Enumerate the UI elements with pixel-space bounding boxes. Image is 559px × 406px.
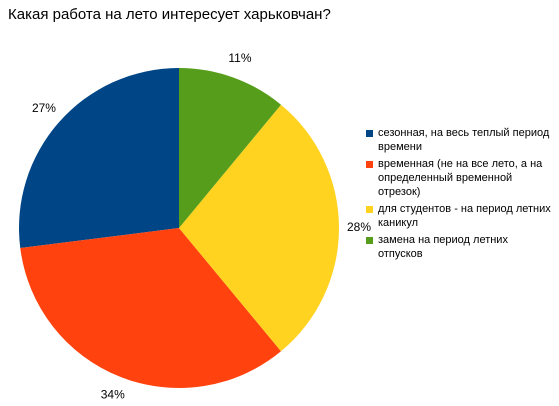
legend-label: временная (не на все лето, а на определе…	[378, 158, 543, 198]
data-label: 27%	[32, 101, 56, 115]
legend-label: замена на период летних отпусков	[378, 234, 508, 260]
legend-item: для студентов - на период летних каникул	[366, 202, 554, 230]
pie-slice	[20, 228, 281, 388]
legend-swatch	[366, 206, 373, 213]
chart-title: Какая работа на лето интересует харьковч…	[8, 6, 331, 23]
legend-item: сезонная, на весь теплый период времени	[366, 126, 554, 154]
legend: сезонная, на весь теплый период времени в…	[366, 126, 554, 264]
data-label: 11%	[228, 51, 251, 65]
legend-swatch	[366, 130, 373, 137]
legend-swatch	[366, 161, 373, 168]
pie-slice	[179, 68, 281, 228]
data-label: 28%	[347, 220, 371, 234]
legend-swatch	[366, 237, 373, 244]
pie-slice	[18, 68, 179, 249]
legend-label: сезонная, на весь теплый период времени	[378, 127, 550, 153]
legend-item: замена на период летних отпусков	[366, 233, 554, 261]
pie-slice	[179, 104, 339, 352]
legend-label: для студентов - на период летних каникул	[378, 203, 551, 229]
data-label: 34%	[101, 388, 125, 402]
legend-item: временная (не на все лето, а на определе…	[366, 157, 554, 199]
